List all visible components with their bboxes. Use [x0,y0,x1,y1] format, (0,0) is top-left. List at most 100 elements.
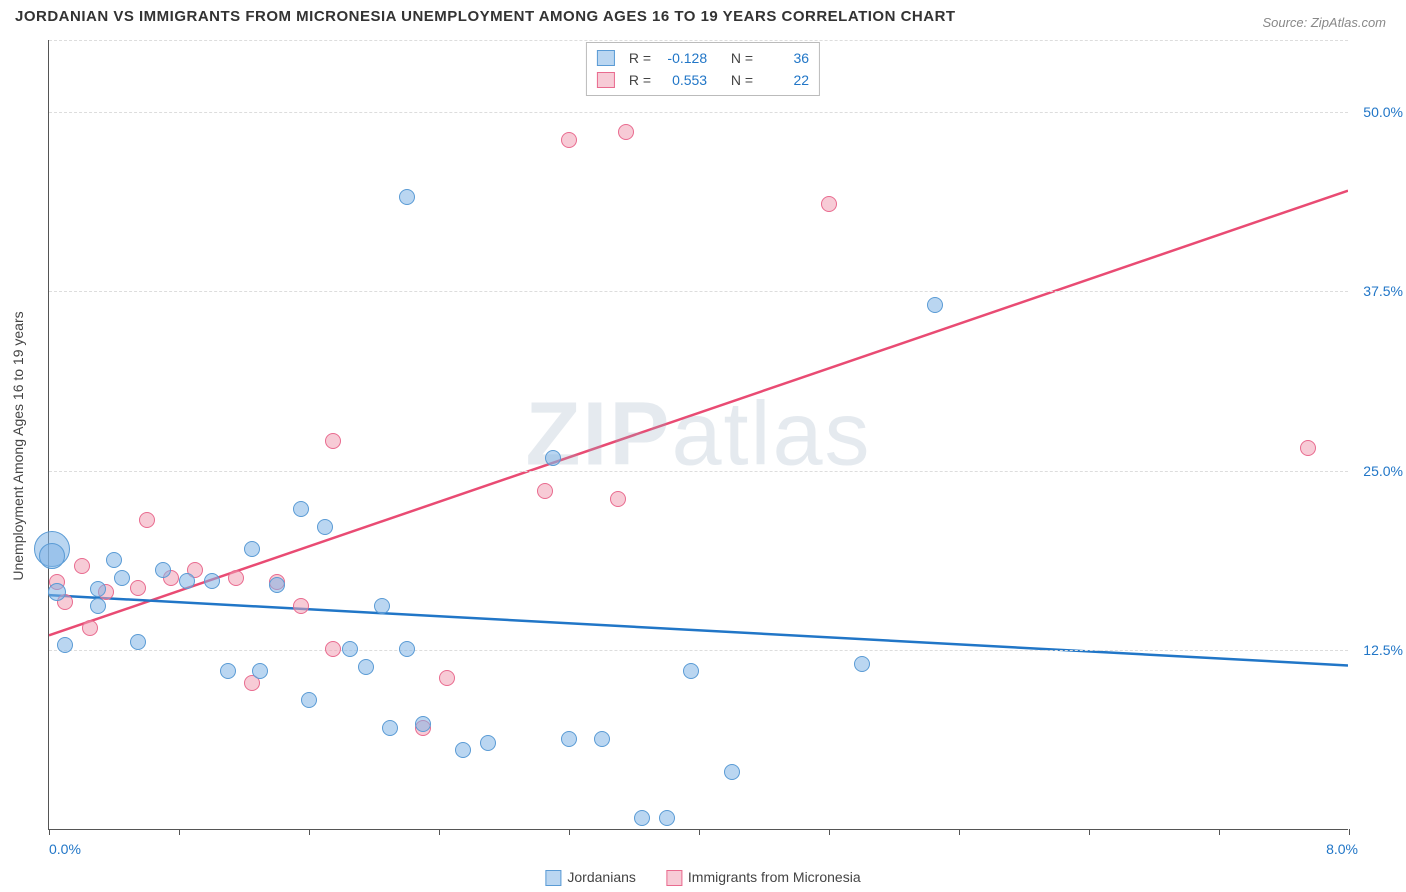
x-tick-label-left: 0.0% [49,841,81,857]
trend-lines [49,40,1348,829]
gridline-h [49,291,1348,292]
gridline-h [49,112,1348,113]
x-tick [1349,829,1350,835]
point-series1 [252,663,268,679]
r-label-1: R = [629,47,651,69]
point-series1 [374,598,390,614]
x-tick [829,829,830,835]
point-series1 [39,543,65,569]
point-series2 [228,570,244,586]
point-series1 [155,562,171,578]
point-series1 [683,663,699,679]
x-tick [1089,829,1090,835]
y-axis-title: Unemployment Among Ages 16 to 19 years [10,311,26,580]
point-series2 [561,132,577,148]
point-series1 [301,692,317,708]
point-series1 [48,583,66,601]
r-value-2: 0.553 [659,69,707,91]
legend-bottom: Jordanians Immigrants from Micronesia [545,869,860,886]
point-series1 [90,598,106,614]
point-series1 [455,742,471,758]
point-series2 [74,558,90,574]
n-value-2: 22 [761,69,809,91]
x-tick [959,829,960,835]
gridline-h [49,650,1348,651]
point-series1 [57,637,73,653]
point-series1 [90,581,106,597]
y-tick-label: 50.0% [1363,104,1403,120]
source-label: Source: ZipAtlas.com [1262,15,1386,30]
legend-item-1: Jordanians [545,869,636,886]
point-series1 [594,731,610,747]
point-series1 [927,297,943,313]
point-series2 [325,433,341,449]
point-series1 [415,716,431,732]
point-series1 [342,641,358,657]
y-tick-label: 12.5% [1363,642,1403,658]
point-series1 [545,450,561,466]
r-label-2: R = [629,69,651,91]
point-series2 [439,670,455,686]
point-series2 [325,641,341,657]
point-series2 [293,598,309,614]
x-tick [439,829,440,835]
point-series1 [130,634,146,650]
x-tick [179,829,180,835]
point-series1 [382,720,398,736]
point-series2 [1300,440,1316,456]
point-series2 [610,491,626,507]
r-value-1: -0.128 [659,47,707,69]
plot-area: ZIPatlas 12.5%25.0%37.5%50.0%0.0%8.0% [48,40,1348,830]
point-series2 [821,196,837,212]
x-tick [699,829,700,835]
chart-title: JORDANIAN VS IMMIGRANTS FROM MICRONESIA … [15,8,956,25]
x-tick [49,829,50,835]
point-series1 [244,541,260,557]
point-series1 [659,810,675,826]
point-series1 [358,659,374,675]
x-tick-label-right: 8.0% [1326,841,1358,857]
y-tick-label: 25.0% [1363,463,1403,479]
stats-legend-box: R = -0.128 N = 36 R = 0.553 N = 22 [586,42,820,96]
point-series2 [618,124,634,140]
point-series1 [480,735,496,751]
point-series2 [139,512,155,528]
swatch-series1-b [545,870,561,886]
point-series1 [220,663,236,679]
stats-row-2: R = 0.553 N = 22 [597,69,809,91]
point-series1 [854,656,870,672]
point-series1 [204,573,220,589]
stats-row-1: R = -0.128 N = 36 [597,47,809,69]
trendline-series2 [49,191,1348,636]
point-series2 [82,620,98,636]
point-series1 [634,810,650,826]
legend-label-1: Jordanians [567,869,636,885]
legend-label-2: Immigrants from Micronesia [688,869,861,885]
point-series1 [399,189,415,205]
point-series1 [269,577,285,593]
n-label-2: N = [731,69,753,91]
gridline-h [49,471,1348,472]
n-label-1: N = [731,47,753,69]
point-series1 [317,519,333,535]
point-series1 [724,764,740,780]
x-tick [309,829,310,835]
point-series2 [130,580,146,596]
point-series2 [537,483,553,499]
swatch-series2 [597,72,615,88]
point-series1 [399,641,415,657]
point-series1 [293,501,309,517]
point-series1 [561,731,577,747]
swatch-series1 [597,50,615,66]
legend-item-2: Immigrants from Micronesia [666,869,861,886]
y-tick-label: 37.5% [1363,283,1403,299]
gridline-h [49,40,1348,41]
point-series1 [114,570,130,586]
trendline-series1 [49,595,1348,665]
point-series1 [179,573,195,589]
point-series1 [106,552,122,568]
n-value-1: 36 [761,47,809,69]
swatch-series2-b [666,870,682,886]
x-tick [1219,829,1220,835]
x-tick [569,829,570,835]
